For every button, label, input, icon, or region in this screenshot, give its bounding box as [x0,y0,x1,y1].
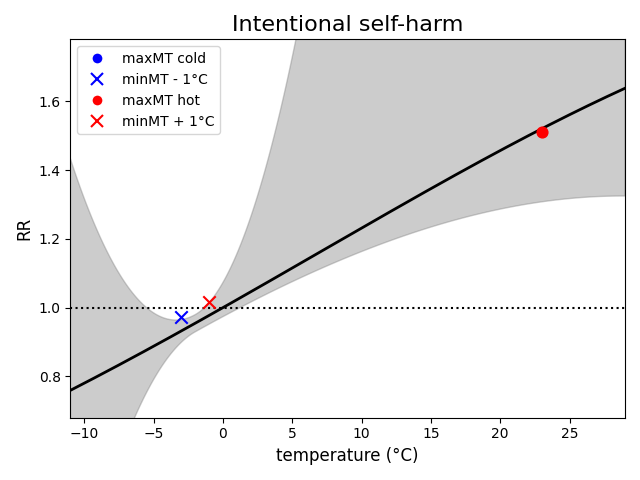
Title: Intentional self-harm: Intentional self-harm [232,15,463,35]
Legend: maxMT cold, minMT - 1°C, maxMT hot, minMT + 1°C: maxMT cold, minMT - 1°C, maxMT hot, minM… [77,46,220,134]
Point [537,128,547,136]
Point [204,299,214,306]
Y-axis label: RR: RR [15,217,33,240]
Point [176,313,186,321]
X-axis label: temperature (°C): temperature (°C) [276,447,419,465]
